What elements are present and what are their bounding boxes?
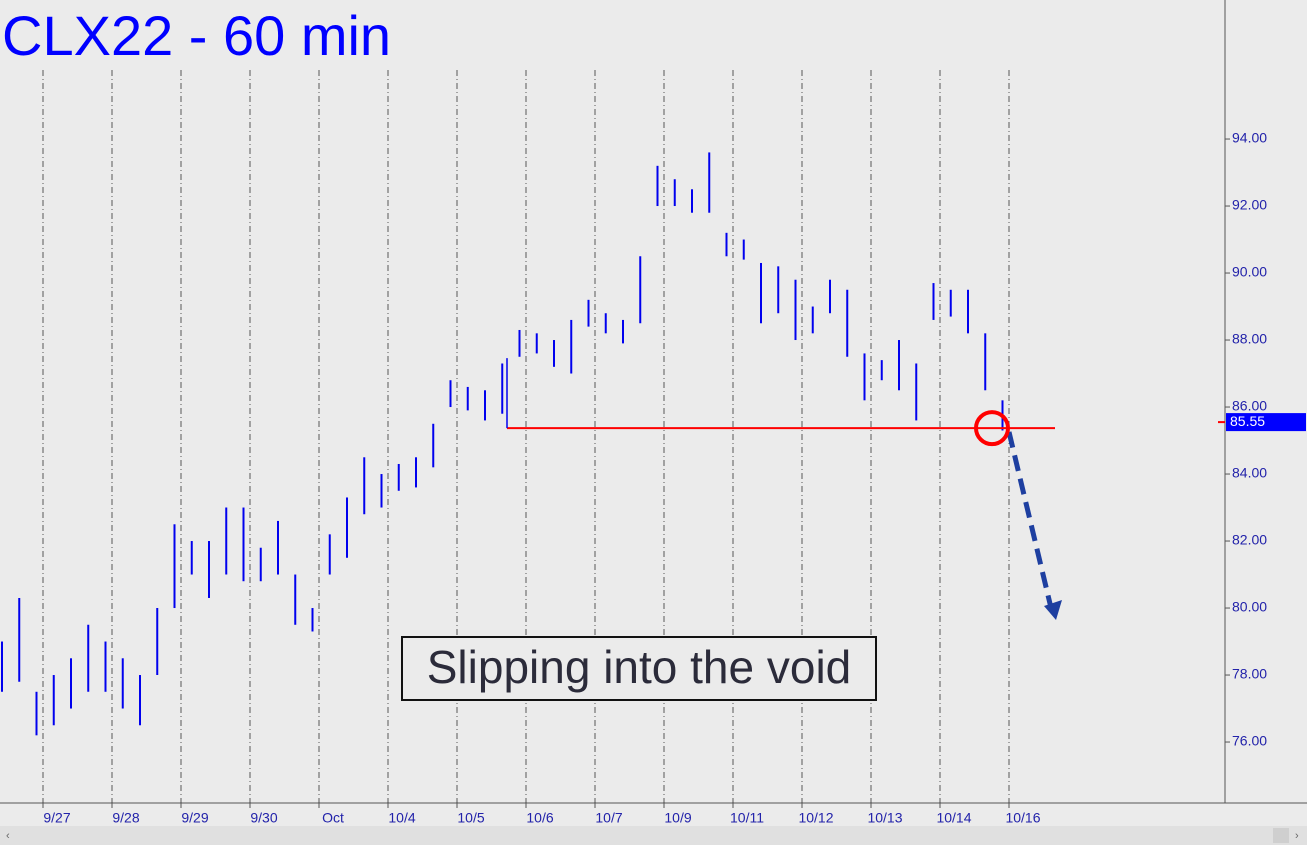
x-tick-label: 10/9 bbox=[664, 810, 691, 826]
y-tick-label: 76.00 bbox=[1232, 733, 1267, 749]
x-tick-label: 10/7 bbox=[595, 810, 622, 826]
x-tick-label: 10/13 bbox=[867, 810, 902, 826]
annotation: Slipping into the void bbox=[427, 641, 852, 693]
x-tick-label: 10/11 bbox=[730, 810, 764, 826]
y-tick-label: 88.00 bbox=[1232, 331, 1267, 347]
x-tick-label: 10/4 bbox=[388, 810, 415, 826]
scrollbar[interactable] bbox=[0, 826, 1307, 845]
x-tick-label: 10/16 bbox=[1005, 810, 1040, 826]
scroll-right[interactable]: › bbox=[1295, 830, 1299, 842]
price-tag-label: 85.55 bbox=[1230, 413, 1265, 429]
plot: 76.00 78.00 80.00 82.00 84.00 86.00 88.00 90.00… bbox=[1, 70, 1267, 826]
x-tick-label: Oct bbox=[322, 810, 344, 826]
y-tick-label: 80.00 bbox=[1232, 599, 1267, 615]
x-tick-label: 10/5 bbox=[457, 810, 484, 826]
chart-title: CLX22 - 60 min bbox=[2, 4, 391, 67]
x-tick-label: 9/30 bbox=[250, 810, 277, 826]
scroll-left[interactable]: ‹ bbox=[6, 830, 10, 842]
x-tick-label: 10/14 bbox=[936, 810, 971, 826]
highlight-circle bbox=[974, 410, 1010, 447]
x-tick-label: 10/6 bbox=[526, 810, 553, 826]
x-tick-label: 10/12 bbox=[798, 810, 833, 826]
y-tick-label: 82.00 bbox=[1232, 532, 1267, 548]
y-tick-label: 92.00 bbox=[1232, 197, 1267, 213]
y-tick-label: 86.00 bbox=[1232, 398, 1267, 414]
x-tick-label: 9/29 bbox=[181, 810, 208, 826]
y-tick-label: 84.00 bbox=[1232, 465, 1267, 481]
price-tag bbox=[1226, 413, 1306, 432]
x-tick-label: 9/28 bbox=[112, 810, 139, 826]
y-tick-label: 94.00 bbox=[1232, 130, 1267, 146]
y-tick-label: 78.00 bbox=[1232, 666, 1267, 682]
annotation-box bbox=[401, 636, 877, 701]
scroll-thumb[interactable] bbox=[1273, 828, 1289, 843]
y-tick-label: 90.00 bbox=[1232, 264, 1267, 280]
x-tick-label: 9/27 bbox=[43, 810, 70, 826]
arrow-head bbox=[1044, 600, 1062, 620]
arrow-shaft bbox=[1006, 431, 1055, 613]
